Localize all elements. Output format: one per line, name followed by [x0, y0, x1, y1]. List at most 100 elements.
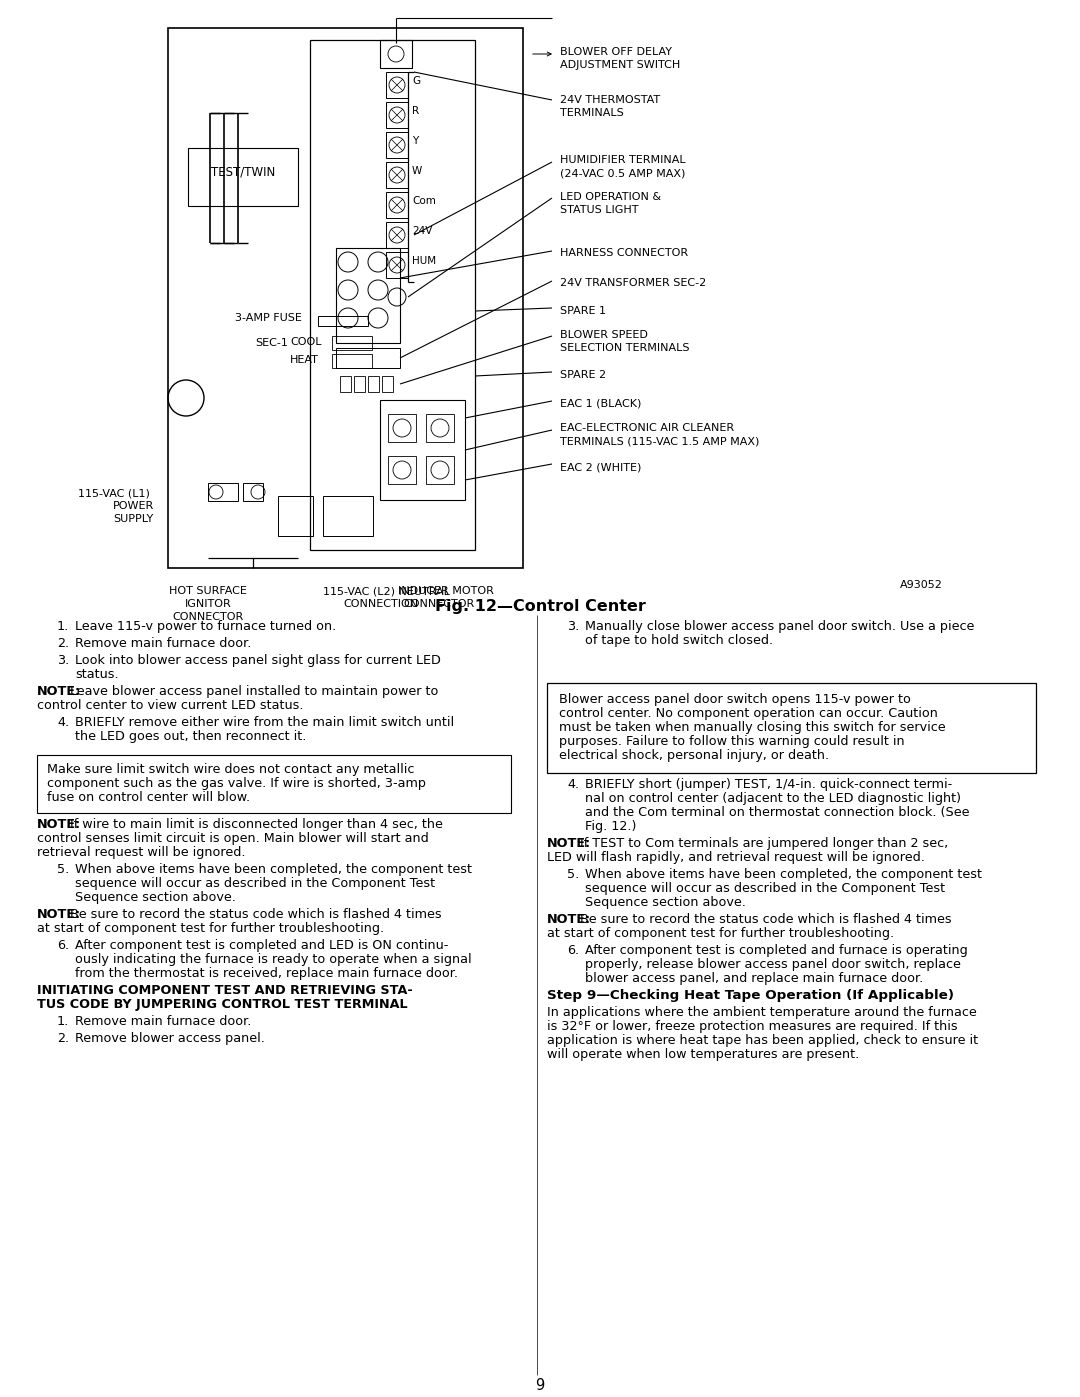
Text: NOTE:: NOTE: — [546, 914, 591, 926]
Text: fuse on control center will blow.: fuse on control center will blow. — [48, 791, 251, 805]
Text: LED will flash rapidly, and retrieval request will be ignored.: LED will flash rapidly, and retrieval re… — [546, 851, 924, 863]
Bar — [332, 353, 372, 367]
Text: 6.: 6. — [57, 939, 69, 951]
Text: G: G — [411, 75, 420, 87]
Text: Sequence section above.: Sequence section above. — [75, 891, 235, 904]
Text: 3-AMP FUSE: 3-AMP FUSE — [235, 313, 302, 323]
Text: INDUCER MOTOR: INDUCER MOTOR — [399, 585, 494, 597]
Bar — [380, 41, 411, 68]
Text: After component test is completed and furnace is operating: After component test is completed and fu… — [585, 944, 968, 957]
Text: must be taken when manually closing this switch for service: must be taken when manually closing this… — [559, 721, 946, 733]
Bar — [386, 131, 408, 158]
Text: 3.: 3. — [567, 620, 579, 633]
Text: 2.: 2. — [57, 1032, 69, 1045]
Bar — [382, 376, 393, 393]
Text: Leave 115-v power to furnace turned on.: Leave 115-v power to furnace turned on. — [75, 620, 336, 633]
Text: COOL: COOL — [291, 337, 322, 346]
Text: 3.: 3. — [57, 654, 69, 666]
Text: If wire to main limit is disconnected longer than 4 sec, the: If wire to main limit is disconnected lo… — [70, 819, 444, 831]
Text: EAC 2 (WHITE): EAC 2 (WHITE) — [561, 462, 642, 472]
Text: TUS CODE BY JUMPERING CONTROL TEST TERMINAL: TUS CODE BY JUMPERING CONTROL TEST TERMI… — [37, 997, 407, 1011]
Bar — [336, 249, 400, 344]
Text: Fig. 12.): Fig. 12.) — [585, 820, 636, 833]
Bar — [368, 376, 379, 393]
Text: BLOWER SPEED: BLOWER SPEED — [561, 330, 648, 339]
Text: BRIEFLY short (jumper) TEST, 1/4-in. quick-connect termi-: BRIEFLY short (jumper) TEST, 1/4-in. qui… — [585, 778, 953, 791]
Text: SEC-1: SEC-1 — [255, 338, 288, 348]
Text: NOTE:: NOTE: — [37, 819, 81, 831]
Text: blower access panel, and replace main furnace door.: blower access panel, and replace main fu… — [585, 972, 923, 985]
Text: STATUS LIGHT: STATUS LIGHT — [561, 205, 638, 215]
Text: at start of component test for further troubleshooting.: at start of component test for further t… — [37, 922, 384, 935]
Text: 1.: 1. — [57, 620, 69, 633]
Text: After component test is completed and LED is ON continu-: After component test is completed and LE… — [75, 939, 448, 951]
Text: A93052: A93052 — [900, 580, 943, 590]
Text: SELECTION TERMINALS: SELECTION TERMINALS — [561, 344, 689, 353]
Text: properly, release blower access panel door switch, replace: properly, release blower access panel do… — [585, 958, 961, 971]
Text: sequence will occur as described in the Component Test: sequence will occur as described in the … — [75, 877, 435, 890]
Text: Be sure to record the status code which is flashed 4 times: Be sure to record the status code which … — [581, 914, 953, 926]
Text: control senses limit circuit is open. Main blower will start and: control senses limit circuit is open. Ma… — [37, 833, 429, 845]
Text: electrical shock, personal injury, or death.: electrical shock, personal injury, or de… — [559, 749, 829, 761]
Text: application is where heat tape has been applied, check to ensure it: application is where heat tape has been … — [546, 1034, 978, 1046]
Bar — [318, 316, 368, 326]
Bar — [386, 162, 408, 189]
Bar — [188, 148, 298, 205]
Text: Sequence section above.: Sequence section above. — [585, 895, 746, 909]
Text: Step 9—Checking Heat Tape Operation (If Applicable): Step 9—Checking Heat Tape Operation (If … — [546, 989, 954, 1002]
Bar — [208, 483, 238, 502]
Text: will operate when low temperatures are present.: will operate when low temperatures are p… — [546, 1048, 860, 1060]
Bar — [386, 102, 408, 129]
Bar — [426, 414, 454, 441]
Text: Look into blower access panel sight glass for current LED: Look into blower access panel sight glas… — [75, 654, 441, 666]
Text: 6.: 6. — [567, 944, 579, 957]
Text: Y: Y — [411, 136, 418, 147]
Text: Remove main furnace door.: Remove main furnace door. — [75, 1016, 252, 1028]
Text: status.: status. — [75, 668, 119, 680]
Text: LED OPERATION &: LED OPERATION & — [561, 191, 661, 203]
Text: and the Com terminal on thermostat connection block. (See: and the Com terminal on thermostat conne… — [585, 806, 970, 819]
Text: from the thermostat is received, replace main furnace door.: from the thermostat is received, replace… — [75, 967, 458, 981]
Text: NOTE:: NOTE: — [546, 837, 591, 849]
Text: TEST/TWIN: TEST/TWIN — [211, 165, 275, 179]
Text: IGNITOR: IGNITOR — [185, 599, 231, 609]
Text: CONNECTOR: CONNECTOR — [173, 612, 244, 622]
Text: HUM: HUM — [411, 256, 436, 265]
Text: 4.: 4. — [57, 717, 69, 729]
Text: 9: 9 — [536, 1377, 544, 1393]
Text: 24V TRANSFORMER SEC-2: 24V TRANSFORMER SEC-2 — [561, 278, 706, 288]
Text: Fig. 12—Control Center: Fig. 12—Control Center — [434, 599, 646, 615]
Text: SUPPLY: SUPPLY — [113, 514, 153, 524]
Bar — [243, 483, 264, 502]
Bar — [388, 414, 416, 441]
Text: TERMINALS (115-VAC 1.5 AMP MAX): TERMINALS (115-VAC 1.5 AMP MAX) — [561, 436, 759, 446]
Text: ously indicating the furnace is ready to operate when a signal: ously indicating the furnace is ready to… — [75, 953, 472, 965]
Text: EAC 1 (BLACK): EAC 1 (BLACK) — [561, 398, 642, 408]
Text: of tape to hold switch closed.: of tape to hold switch closed. — [585, 634, 773, 647]
Text: NOTE:: NOTE: — [37, 908, 81, 921]
Bar — [37, 754, 511, 813]
Text: control center to view current LED status.: control center to view current LED statu… — [37, 698, 303, 712]
Text: 4.: 4. — [567, 778, 579, 791]
Bar — [354, 376, 365, 393]
Bar — [426, 455, 454, 483]
Text: TERMINALS: TERMINALS — [561, 108, 624, 117]
Bar — [386, 73, 408, 98]
Text: 24V: 24V — [411, 226, 432, 236]
Text: nal on control center (adjacent to the LED diagnostic light): nal on control center (adjacent to the L… — [585, 792, 961, 805]
Text: purposes. Failure to follow this warning could result in: purposes. Failure to follow this warning… — [559, 735, 905, 747]
Text: HUMIDIFIER TERMINAL: HUMIDIFIER TERMINAL — [561, 155, 686, 165]
Bar — [386, 191, 408, 218]
Text: BRIEFLY remove either wire from the main limit switch until: BRIEFLY remove either wire from the main… — [75, 717, 454, 729]
Text: Manually close blower access panel door switch. Use a piece: Manually close blower access panel door … — [585, 620, 974, 633]
Bar — [388, 455, 416, 483]
Text: W: W — [411, 166, 422, 176]
Bar — [546, 683, 1036, 773]
Text: at start of component test for further troubleshooting.: at start of component test for further t… — [546, 928, 894, 940]
Bar — [332, 337, 372, 351]
Text: NOTE:: NOTE: — [37, 685, 81, 698]
Text: HEAT: HEAT — [291, 355, 319, 365]
Text: ADJUSTMENT SWITCH: ADJUSTMENT SWITCH — [561, 60, 680, 70]
Text: If TEST to Com terminals are jumpered longer than 2 sec,: If TEST to Com terminals are jumpered lo… — [581, 837, 948, 849]
Bar — [310, 41, 475, 550]
